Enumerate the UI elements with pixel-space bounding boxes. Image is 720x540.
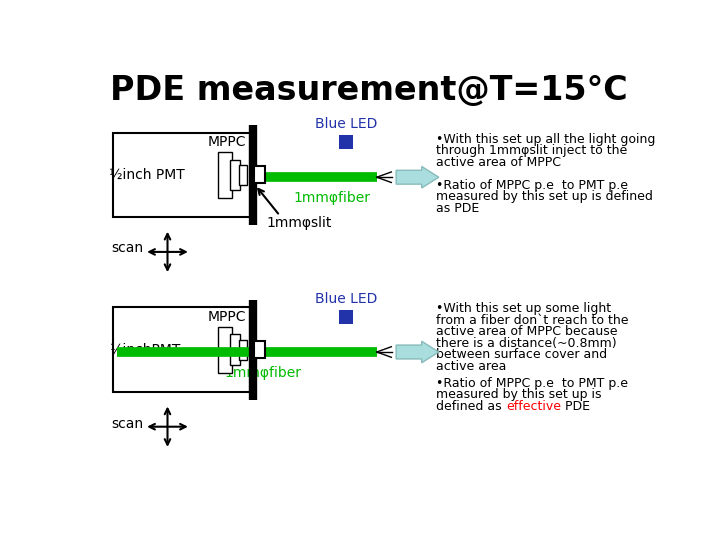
Text: there is a distance(~0.8mm): there is a distance(~0.8mm) — [436, 336, 617, 349]
Bar — [339, 309, 353, 323]
Text: active area of MPPC: active area of MPPC — [436, 156, 562, 168]
Bar — [239, 165, 246, 185]
Text: effective: effective — [506, 400, 561, 413]
Text: 1mmφfiber: 1mmφfiber — [294, 191, 371, 205]
Bar — [254, 166, 265, 184]
Text: Blue LED: Blue LED — [315, 292, 377, 306]
Text: PDE: PDE — [561, 400, 590, 413]
Text: ½inchPMT: ½inchPMT — [109, 343, 181, 357]
Text: •Ratio of MPPC p.e  to PMT p.e: •Ratio of MPPC p.e to PMT p.e — [436, 179, 629, 192]
Text: PDE measurement@T=15°C: PDE measurement@T=15°C — [110, 74, 628, 107]
Text: •With this set up some light: •With this set up some light — [436, 302, 611, 315]
Text: as PDE: as PDE — [436, 202, 480, 215]
Text: MPPC: MPPC — [208, 309, 246, 323]
Bar — [239, 340, 246, 360]
Text: •Ratio of MPPC p.e  to PMT p.e: •Ratio of MPPC p.e to PMT p.e — [436, 377, 629, 390]
FancyArrow shape — [396, 166, 438, 188]
Text: scan: scan — [112, 241, 144, 255]
Text: MPPC: MPPC — [208, 135, 246, 149]
Bar — [254, 341, 265, 358]
Text: active area of MPPC because: active area of MPPC because — [436, 325, 618, 338]
Text: measured by this set up is: measured by this set up is — [436, 388, 602, 401]
Text: active area: active area — [436, 360, 507, 373]
Bar — [230, 334, 240, 365]
Text: defined as: defined as — [436, 400, 506, 413]
Bar — [218, 327, 232, 373]
Bar — [218, 152, 232, 198]
Text: from a fiber don`t reach to the: from a fiber don`t reach to the — [436, 314, 629, 327]
Text: 1mmφslit: 1mmφslit — [266, 217, 332, 231]
FancyArrow shape — [396, 341, 438, 363]
Bar — [339, 135, 353, 148]
Text: Blue LED: Blue LED — [315, 117, 377, 131]
Text: 1mmφfiber: 1mmφfiber — [224, 366, 301, 380]
Text: between surface cover and: between surface cover and — [436, 348, 608, 361]
Bar — [230, 159, 240, 190]
Bar — [113, 132, 251, 217]
Text: through 1mmφslit inject to the: through 1mmφslit inject to the — [436, 144, 628, 157]
Text: ½inch PMT: ½inch PMT — [109, 168, 185, 182]
Text: •With this set up all the light going: •With this set up all the light going — [436, 132, 656, 146]
Text: measured by this set up is defined: measured by this set up is defined — [436, 190, 653, 203]
Text: scan: scan — [112, 416, 144, 430]
Bar — [113, 307, 251, 392]
